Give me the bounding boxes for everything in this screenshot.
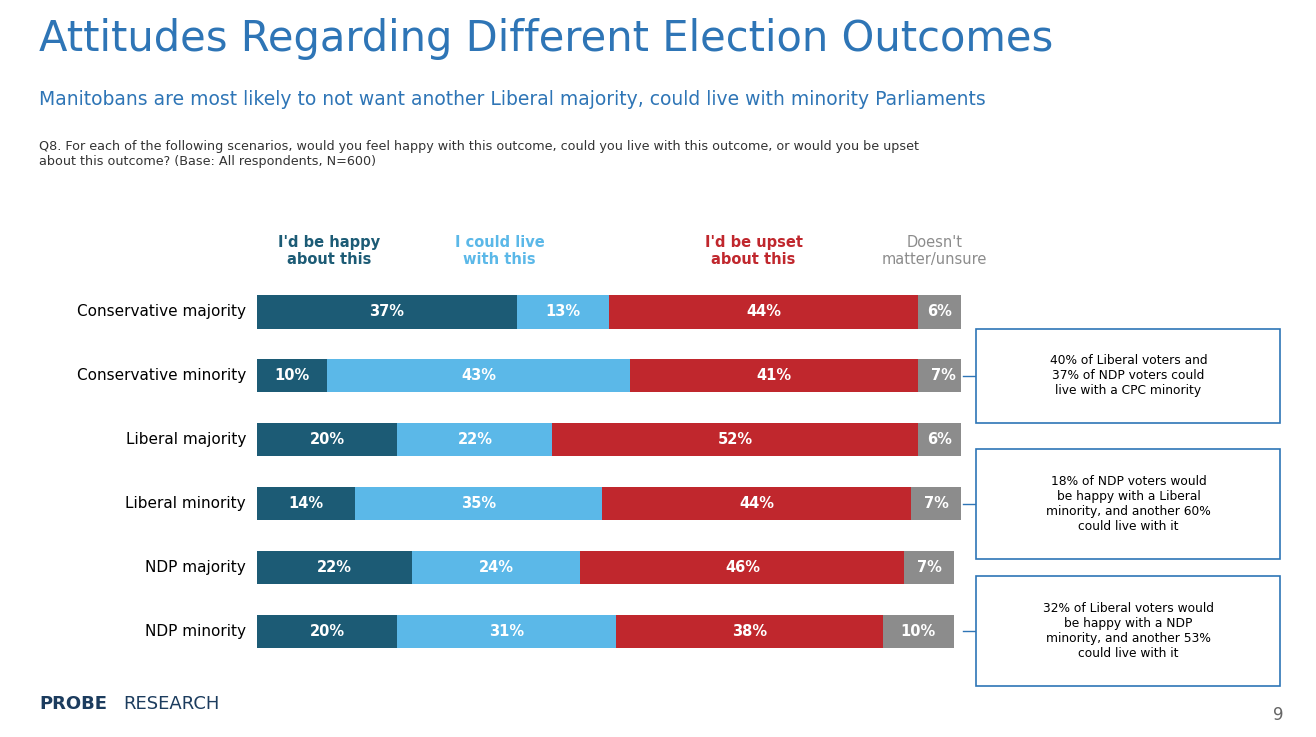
Bar xyxy=(397,423,553,456)
Text: I'd be happy
about this: I'd be happy about this xyxy=(278,235,380,268)
Text: 40% of Liberal voters and
37% of NDP voters could
live with a CPC minority: 40% of Liberal voters and 37% of NDP vot… xyxy=(1050,354,1207,397)
Bar xyxy=(919,359,967,393)
Text: 41%: 41% xyxy=(757,368,792,383)
Bar xyxy=(630,359,919,393)
Bar xyxy=(257,615,397,648)
Text: 6%: 6% xyxy=(926,432,951,447)
Bar xyxy=(883,615,954,648)
Text: RESEARCH: RESEARCH xyxy=(124,696,220,713)
Bar xyxy=(397,615,616,648)
Text: 7%: 7% xyxy=(930,368,955,383)
Text: PROBE: PROBE xyxy=(39,696,108,713)
Text: 44%: 44% xyxy=(740,496,774,511)
Bar xyxy=(257,423,397,456)
Bar xyxy=(257,551,412,584)
Text: 10%: 10% xyxy=(901,624,936,639)
Text: 22%: 22% xyxy=(458,432,492,447)
Text: 7%: 7% xyxy=(924,496,949,511)
Bar xyxy=(326,359,630,393)
Text: Attitudes Regarding Different Election Outcomes: Attitudes Regarding Different Election O… xyxy=(39,18,1054,60)
Text: Manitobans are most likely to not want another Liberal majority, could live with: Manitobans are most likely to not want a… xyxy=(39,90,986,109)
Text: Liberal minority: Liberal minority xyxy=(125,496,246,511)
Text: 18% of NDP voters would
be happy with a Liberal
minority, and another 60%
could : 18% of NDP voters would be happy with a … xyxy=(1046,475,1211,533)
Text: Doesn't
matter/unsure: Doesn't matter/unsure xyxy=(882,235,987,268)
Bar xyxy=(517,296,608,329)
Text: NDP minority: NDP minority xyxy=(145,624,246,639)
Text: 13%: 13% xyxy=(545,304,580,320)
Bar xyxy=(608,296,919,329)
Text: I'd be upset
about this: I'd be upset about this xyxy=(704,235,803,268)
Bar xyxy=(919,423,961,456)
Text: 35%: 35% xyxy=(461,496,496,511)
Bar xyxy=(601,487,912,520)
Text: 22%: 22% xyxy=(317,560,351,575)
Text: Liberal majority: Liberal majority xyxy=(126,432,246,447)
Text: Conservative majority: Conservative majority xyxy=(78,304,246,320)
Text: 7%: 7% xyxy=(916,560,941,575)
Text: 38%: 38% xyxy=(732,624,767,639)
Text: 31%: 31% xyxy=(490,624,524,639)
Bar xyxy=(912,487,961,520)
Bar xyxy=(412,551,580,584)
Bar xyxy=(553,423,919,456)
Text: I could live
with this: I could live with this xyxy=(454,235,545,268)
Text: 44%: 44% xyxy=(746,304,780,320)
Text: 9: 9 xyxy=(1273,706,1283,724)
Text: 20%: 20% xyxy=(309,624,345,639)
Text: 37%: 37% xyxy=(370,304,404,320)
Bar xyxy=(355,487,601,520)
Text: NDP majority: NDP majority xyxy=(145,560,246,575)
Text: 14%: 14% xyxy=(288,496,324,511)
Text: 10%: 10% xyxy=(274,368,309,383)
Text: Conservative minority: Conservative minority xyxy=(76,368,246,383)
Text: 20%: 20% xyxy=(309,432,345,447)
Bar xyxy=(904,551,954,584)
Text: 24%: 24% xyxy=(479,560,513,575)
Text: Q8. For each of the following scenarios, would you feel happy with this outcome,: Q8. For each of the following scenarios,… xyxy=(39,140,920,168)
Text: 6%: 6% xyxy=(926,304,951,320)
Bar xyxy=(616,615,883,648)
Bar xyxy=(257,487,355,520)
Text: 32% of Liberal voters would
be happy with a NDP
minority, and another 53%
could : 32% of Liberal voters would be happy wit… xyxy=(1044,602,1213,660)
Bar xyxy=(257,296,517,329)
Text: 43%: 43% xyxy=(461,368,496,383)
Bar xyxy=(580,551,904,584)
Text: 46%: 46% xyxy=(725,560,759,575)
Bar xyxy=(919,296,961,329)
Text: 52%: 52% xyxy=(717,432,753,447)
Bar xyxy=(257,359,326,393)
